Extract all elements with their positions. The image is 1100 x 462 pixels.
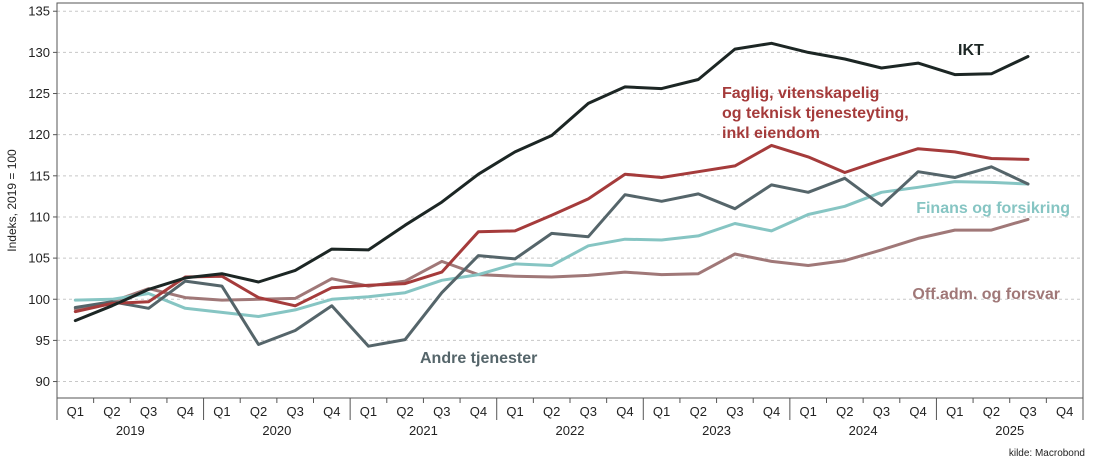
x-tick-label: Q4 <box>177 404 194 419</box>
x-tick-label: Q3 <box>1019 404 1036 419</box>
x-tick-label: Q3 <box>873 404 890 419</box>
series-lines <box>73 41 1030 348</box>
x-tick-label: Q2 <box>396 404 413 419</box>
x-tick-label: Q2 <box>543 404 560 419</box>
x-tick-label: Q1 <box>213 404 230 419</box>
y-tick-label: 90 <box>36 374 50 389</box>
x-tick-label: Q4 <box>909 404 926 419</box>
y-tick-label: 135 <box>28 4 50 19</box>
y-tick-label: 130 <box>28 45 50 60</box>
x-tick-label: Q2 <box>983 404 1000 419</box>
x-tick-label: Q4 <box>763 404 780 419</box>
x-tick-label: Q1 <box>360 404 377 419</box>
year-label: 2023 <box>702 423 731 438</box>
series-line-andre-tjenester <box>73 165 1030 348</box>
y-tick-label: 95 <box>36 333 50 348</box>
series-label-off-adm-og-forsvar: Off.adm. og forsvar <box>912 286 1060 303</box>
y-tick-label: 115 <box>29 168 50 183</box>
x-tick-label: Q2 <box>836 404 853 419</box>
x-tick-label: Q3 <box>580 404 597 419</box>
x-tick-label: Q2 <box>690 404 707 419</box>
series-line-faglig-vitenskapelig-og-teknisk-tjenesteyting-inkl-eiendom <box>73 143 1030 314</box>
series-labels: Off.adm. og forsvar Finans og forsikring A… <box>420 42 1070 367</box>
series-label-andre-tjenester: Andre tjenester <box>420 350 537 367</box>
series-label-faglig-vitenskapelig-og-teknisk-tjenesteyting-inkl-eiendom: Faglig, vitenskapelig og teknisk tjeneste… <box>722 85 909 142</box>
x-tick-label: Q4 <box>616 404 633 419</box>
series-line-off-adm-og-forsvar <box>73 217 1030 311</box>
y-tick-label: 125 <box>28 86 50 101</box>
year-label: 2021 <box>409 423 438 438</box>
year-label: 2025 <box>995 423 1024 438</box>
x-tick-label: Q1 <box>800 404 817 419</box>
y-axis-title: Indeks, 2019 = 100 <box>5 149 19 252</box>
x-tick-label: Q4 <box>323 404 340 419</box>
y-tick-label: 100 <box>28 292 50 307</box>
x-tick-label: Q3 <box>433 404 450 419</box>
y-tick-label: 120 <box>28 127 50 142</box>
x-tick-label: Q1 <box>506 404 523 419</box>
x-tick-label: Q3 <box>726 404 743 419</box>
y-tick-label: 110 <box>29 209 50 224</box>
series-label-ikt: IKT <box>958 42 984 59</box>
x-tick-label: Q3 <box>287 404 304 419</box>
x-tick-label: Q1 <box>946 404 963 419</box>
x-tick-label: Q4 <box>470 404 487 419</box>
x-tick-label: Q2 <box>250 404 267 419</box>
year-label: 2024 <box>849 423 878 438</box>
axes: 90 95 100 105 110 115 120 125 130 135 Q1 Q2 Q3 Q4 Q1 Q2… <box>28 2 1084 438</box>
x-tick-label: Q1 <box>653 404 670 419</box>
y-tick-label: 105 <box>28 251 50 266</box>
x-tick-label: Q4 <box>1056 404 1073 419</box>
x-tick-label: Q3 <box>140 404 157 419</box>
year-label: 2020 <box>262 423 291 438</box>
year-label: 2022 <box>556 423 585 438</box>
x-tick-label: Q2 <box>103 404 120 419</box>
year-label: 2019 <box>116 423 145 438</box>
x-tick-label: Q1 <box>67 404 84 419</box>
series-label-finans-og-forsikring: Finans og forsikring <box>916 200 1070 217</box>
source-note: kilde: Macrobond <box>1009 448 1085 459</box>
series-line-ikt <box>73 41 1030 323</box>
